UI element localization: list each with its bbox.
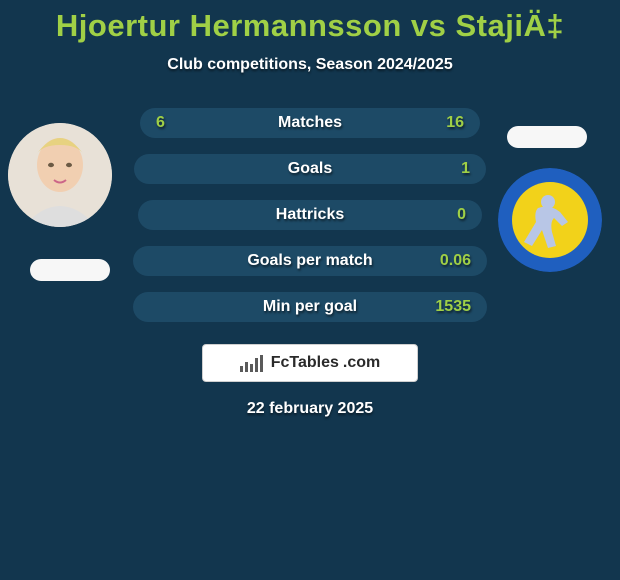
crest-icon xyxy=(498,168,602,272)
brand-name: FcTables xyxy=(271,354,339,372)
stat-label: Goals xyxy=(288,160,332,178)
stat-label: Min per goal xyxy=(263,298,357,316)
stat-row: Goals per match 0.06 xyxy=(133,246,487,276)
stat-label: Hattricks xyxy=(276,206,344,224)
stat-row: Goals 1 xyxy=(134,154,486,184)
bar-chart-icon xyxy=(240,355,263,372)
stat-row: Min per goal 1535 xyxy=(133,292,487,322)
stat-label: Matches xyxy=(278,114,342,132)
page-title: Hjoertur Hermannsson vs StajiÄ‡ xyxy=(0,8,620,44)
stat-right-value: 1535 xyxy=(431,298,471,316)
stat-label: Goals per match xyxy=(247,252,372,270)
date-label: 22 february 2025 xyxy=(0,400,620,418)
brand-suffix: .com xyxy=(343,354,380,372)
stat-row: 6 Matches 16 xyxy=(140,108,480,138)
player-right-flag xyxy=(507,126,587,148)
stat-right-value: 1 xyxy=(430,160,470,178)
comparison-card: Hjoertur Hermannsson vs StajiÄ‡ Club com… xyxy=(0,0,620,580)
stat-right-value: 0 xyxy=(426,206,466,224)
stat-row: Hattricks 0 xyxy=(138,200,482,230)
stat-right-value: 16 xyxy=(424,114,464,132)
stat-left-value: 6 xyxy=(156,114,196,132)
player-right-crest xyxy=(498,168,602,272)
stat-right-value: 0.06 xyxy=(431,252,471,270)
player-left-avatar xyxy=(8,123,112,227)
brand-box[interactable]: FcTables.com xyxy=(202,344,418,382)
subtitle: Club competitions, Season 2024/2025 xyxy=(0,56,620,74)
player-left-flag xyxy=(30,259,110,281)
